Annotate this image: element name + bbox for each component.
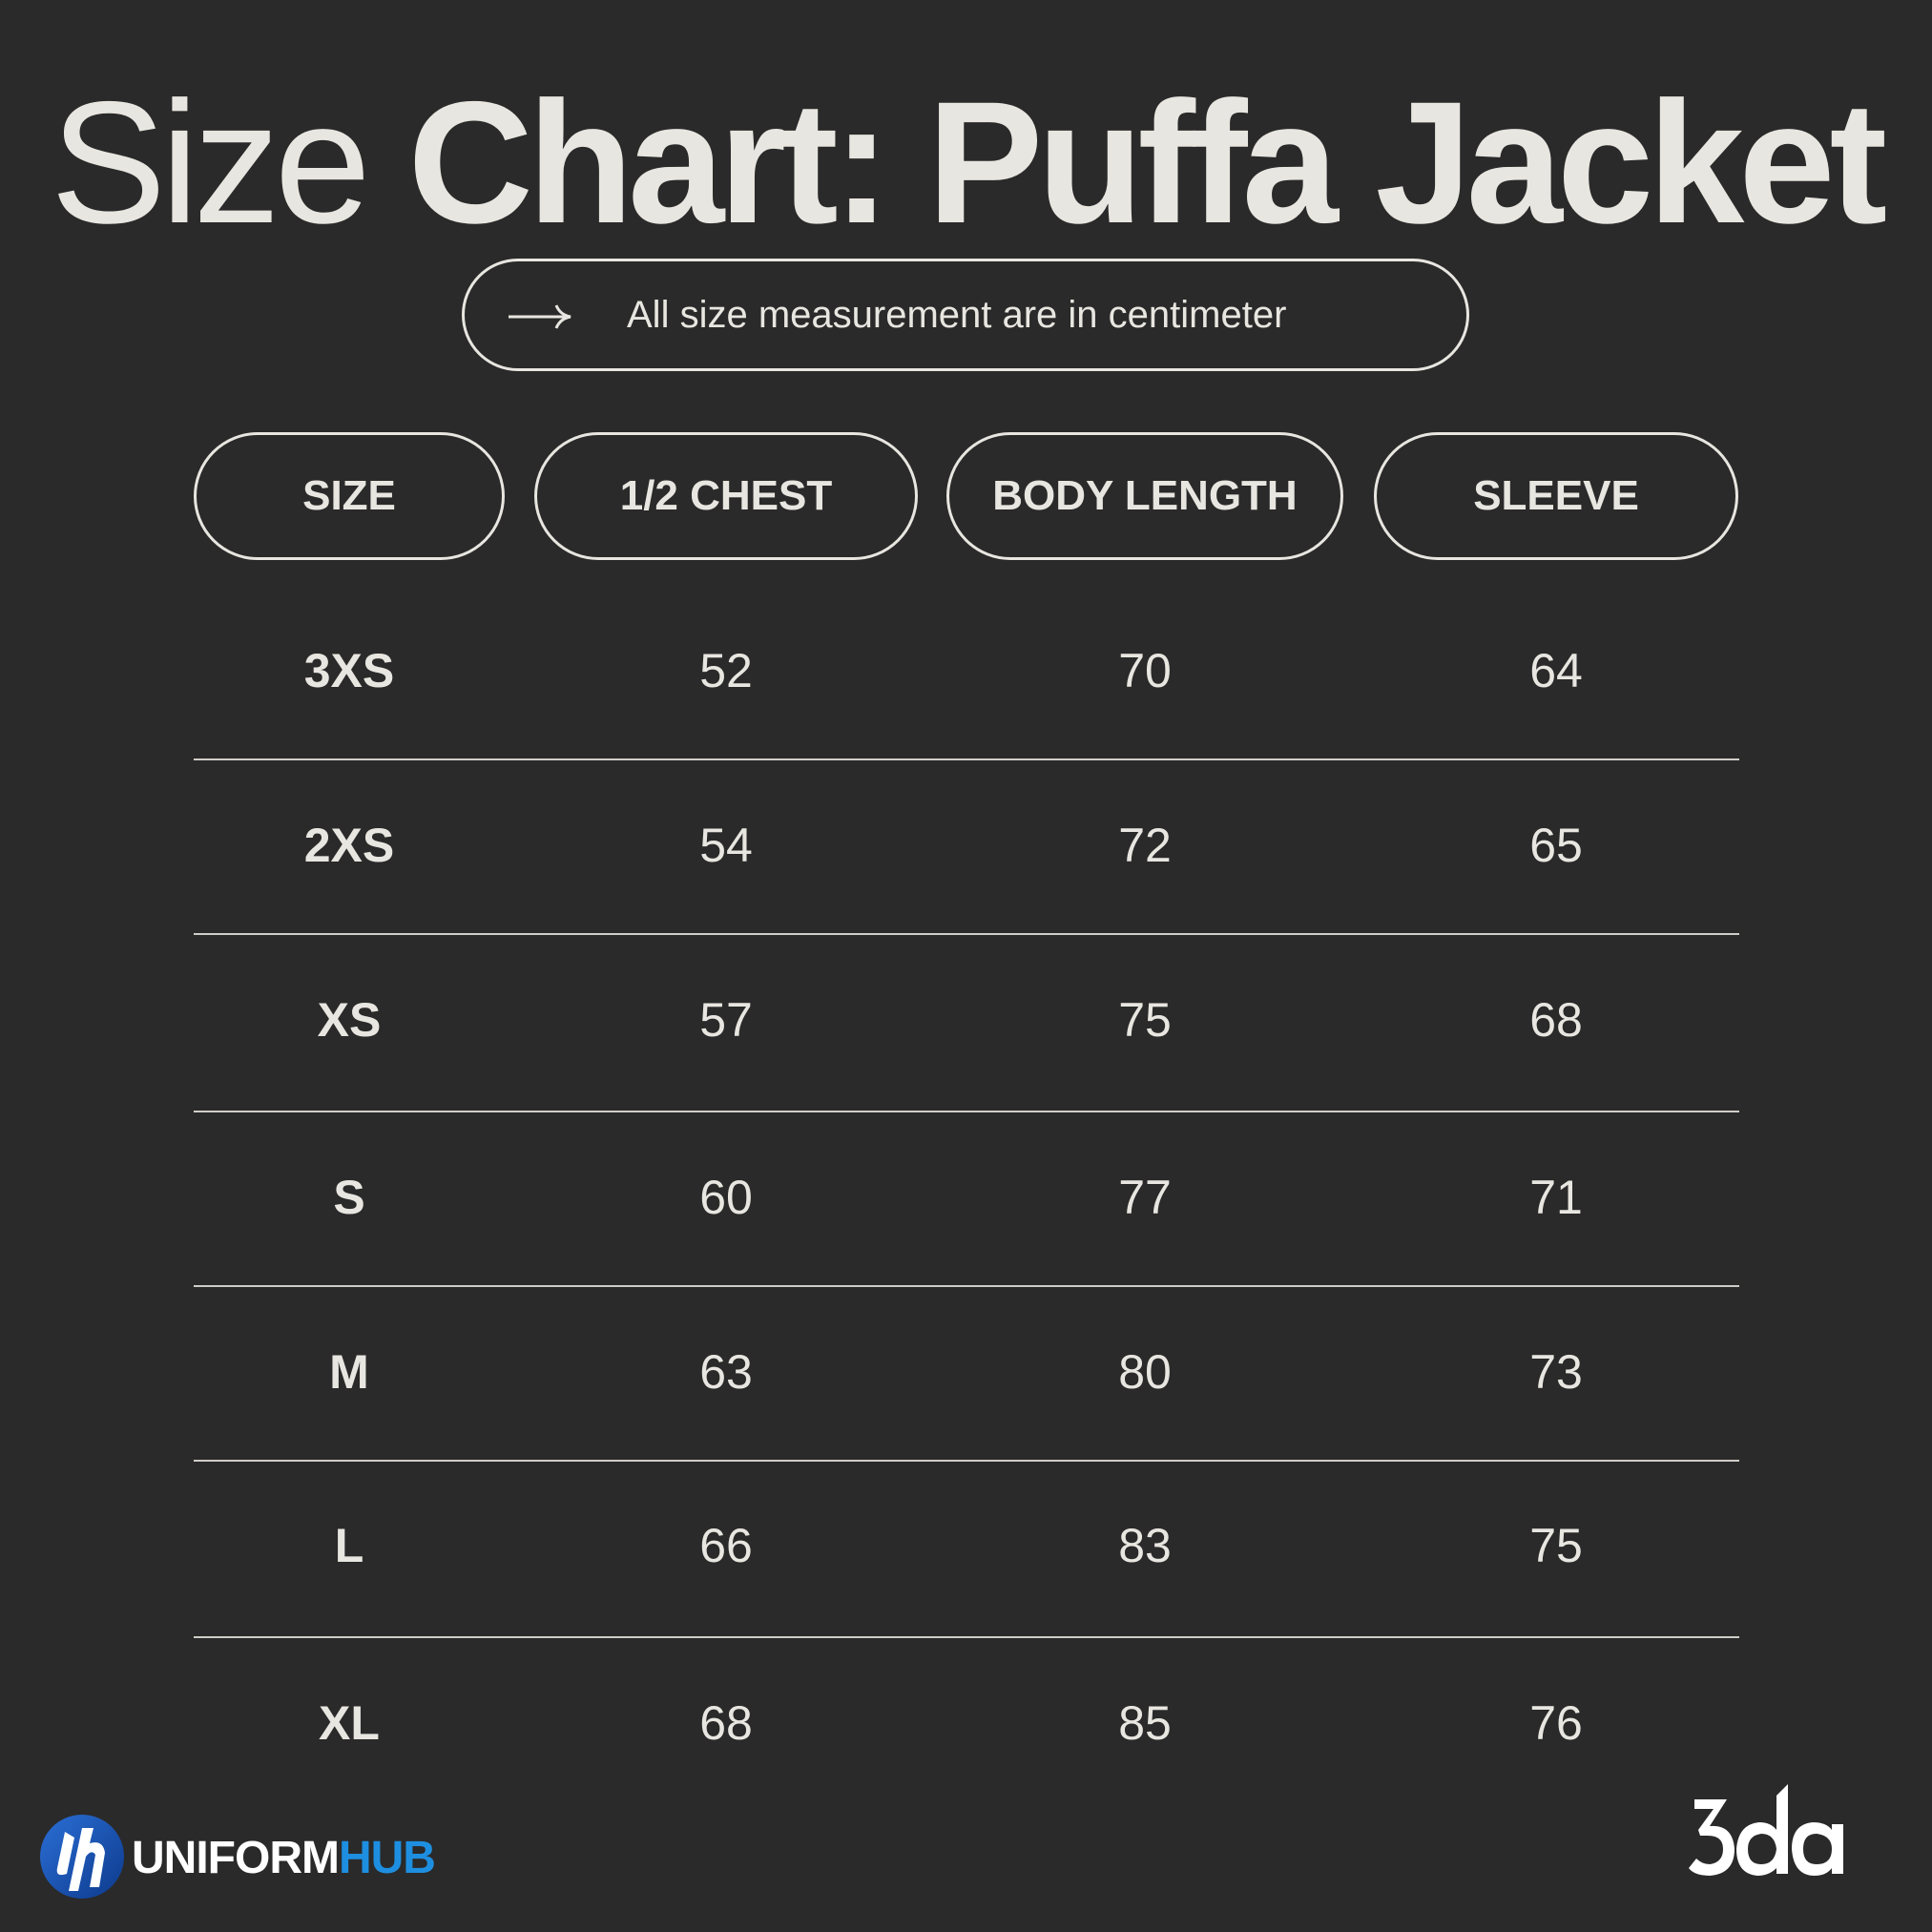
- cell-body-length: 75: [1118, 993, 1172, 1047]
- cell-sleeve: 73: [1529, 1345, 1583, 1399]
- cell-chest: 68: [699, 1696, 753, 1750]
- cell-sleeve: 71: [1529, 1171, 1583, 1224]
- cell-body-length: 85: [1118, 1696, 1172, 1750]
- row-divider: [194, 1636, 1739, 1638]
- cell-size: XL: [319, 1696, 380, 1750]
- brand-name: UNIFORMHUB: [132, 1832, 436, 1885]
- cell-size: 2XS: [303, 819, 395, 872]
- title-bold: Chart: Puffa Jacket: [407, 65, 1887, 260]
- note-text: All size measurement are in centimeter: [627, 294, 1287, 336]
- table-row: XL 68 85 76: [0, 1675, 1932, 1771]
- cell-chest: 63: [699, 1345, 753, 1399]
- cell-size: S: [333, 1171, 365, 1224]
- cell-body-length: 77: [1118, 1171, 1172, 1224]
- cell-sleeve: 76: [1529, 1696, 1583, 1750]
- cell-size: L: [334, 1519, 364, 1572]
- row-divider: [194, 1460, 1739, 1462]
- cell-chest: 60: [699, 1171, 753, 1224]
- cell-chest: 57: [699, 993, 753, 1047]
- table-row: L 66 83 75: [0, 1498, 1932, 1593]
- cell-body-length: 83: [1118, 1519, 1172, 1572]
- row-divider: [194, 933, 1739, 935]
- cell-sleeve: 68: [1529, 993, 1583, 1047]
- page-title: Size Chart: Puffa Jacket: [0, 67, 1932, 258]
- arrow-right-icon: [509, 304, 571, 329]
- column-header-chest: 1/2 CHEST: [534, 432, 918, 560]
- table-row: XS 57 75 68: [0, 972, 1932, 1068]
- table-row: 3XS 52 70 64: [0, 623, 1932, 718]
- cell-size: 3XS: [303, 644, 395, 697]
- 3da-logo-icon: [1689, 1784, 1843, 1876]
- brand-name-part1: UNIFORM: [132, 1833, 340, 1883]
- row-divider: [194, 1111, 1739, 1112]
- cell-chest: 66: [699, 1519, 753, 1572]
- table-row: S 60 77 71: [0, 1150, 1932, 1245]
- cell-chest: 54: [699, 819, 753, 872]
- title-light: Size: [50, 65, 371, 260]
- cell-chest: 52: [699, 644, 753, 697]
- cell-sleeve: 64: [1529, 644, 1583, 697]
- measurement-note: All size measurement are in centimeter: [462, 259, 1469, 371]
- cell-body-length: 70: [1118, 644, 1172, 697]
- row-divider: [194, 758, 1739, 760]
- cell-body-length: 80: [1118, 1345, 1172, 1399]
- table-row: M 63 80 73: [0, 1324, 1932, 1420]
- cell-sleeve: 75: [1529, 1519, 1583, 1572]
- cell-size: XS: [317, 993, 382, 1047]
- column-header-sleeve: SLEEVE: [1374, 432, 1738, 560]
- column-header-size: SIZE: [194, 432, 505, 560]
- cell-sleeve: 65: [1529, 819, 1583, 872]
- column-header-body-length: BODY LENGTH: [946, 432, 1343, 560]
- brand-name-part2: HUB: [338, 1833, 436, 1883]
- row-divider: [194, 1285, 1739, 1287]
- cell-body-length: 72: [1118, 819, 1172, 872]
- table-row: 2XS 54 72 65: [0, 798, 1932, 893]
- cell-size: M: [329, 1345, 369, 1399]
- uniformhub-logo-icon: [40, 1815, 124, 1899]
